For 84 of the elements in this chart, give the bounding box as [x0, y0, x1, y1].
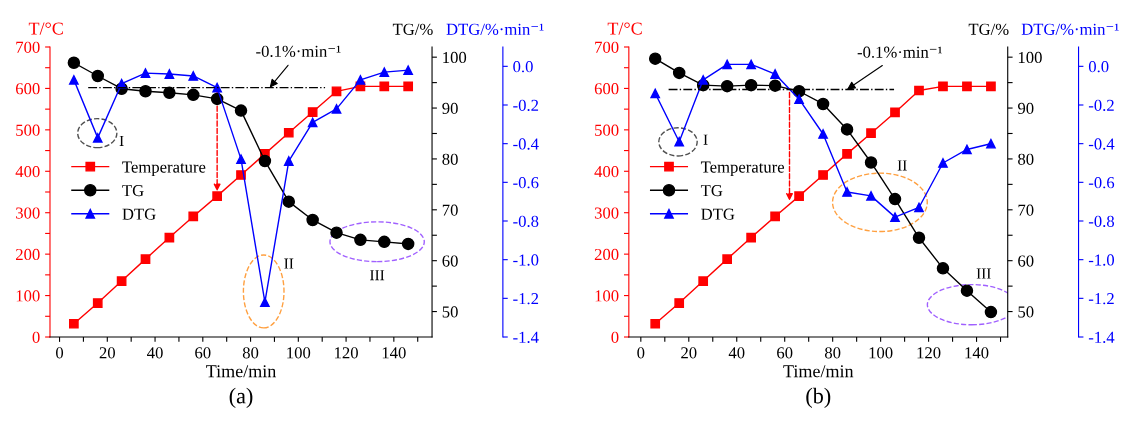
text: (a)	[229, 387, 253, 408]
y2-axis-title: TG/%	[968, 23, 1009, 35]
x-tick-label: 100	[869, 347, 893, 359]
legend-label: TG	[700, 185, 723, 197]
y2-tick-label: 60	[1018, 255, 1034, 267]
y-tick-label: 100	[595, 290, 619, 302]
legend-label: Temperature	[700, 161, 785, 177]
legend-label: DTG	[701, 208, 735, 220]
y-tick-label: 600	[594, 83, 619, 95]
y2-axis-title: TG/%	[392, 23, 433, 35]
y3-axis-title: DTG/%·min⁻¹	[1021, 23, 1119, 35]
x-tick-label: 0	[637, 347, 645, 359]
y3-axis-title: DTG/%·min⁻¹	[446, 23, 544, 35]
y-tick-label: 0	[611, 331, 619, 343]
y2-tick-label: 90	[1017, 102, 1034, 114]
annotation: III	[370, 270, 385, 281]
x-tick-label: 80	[242, 347, 259, 359]
y3-tick-label: -0.2	[513, 99, 539, 112]
y3-tick-label: -0.6	[1088, 177, 1115, 189]
y2-tick-label: 50	[442, 306, 458, 318]
y-tick-label: 100	[16, 290, 40, 302]
x-tick-label: 20	[681, 347, 697, 359]
y-tick-label: 200	[16, 248, 40, 261]
x-axis-title: Time/min	[206, 365, 277, 378]
y3-tick-label: -1.4	[1088, 331, 1115, 344]
y3-tick-label: -0.6	[513, 177, 539, 189]
x-tick-label: 120	[917, 347, 941, 359]
y-tick-label: 600	[15, 83, 40, 95]
y3-tick-label: 0.0	[1088, 61, 1109, 73]
legend-label: Temperature	[122, 161, 206, 177]
x-tick-label: 80	[824, 347, 841, 359]
y-tick-label: 400	[594, 165, 619, 178]
x-tick-label: 0	[56, 347, 64, 359]
x-tick-label: 60	[777, 347, 793, 359]
x-tick-label: 40	[147, 347, 163, 359]
x-tick-label: 140	[382, 347, 406, 359]
y2-tick-label: 50	[1018, 306, 1034, 318]
y-axis-title: T/°C	[28, 22, 63, 35]
y-tick-label: 200	[594, 248, 619, 261]
annotation: I	[119, 135, 124, 146]
y2-tick-label: 100	[1018, 51, 1042, 64]
annotation: I	[703, 134, 708, 145]
text: (b)	[806, 387, 831, 408]
y-tick-label: 500	[595, 124, 619, 136]
x-tick-label: 60	[195, 347, 211, 359]
y3-tick-label: -0.8	[513, 215, 539, 228]
y-tick-label: 300	[16, 207, 40, 219]
y2-tick-label: 60	[442, 255, 458, 267]
y3-tick-label: -0.4	[1088, 138, 1115, 150]
y-tick-label: 700	[595, 41, 619, 53]
x-tick-label: 120	[335, 347, 358, 359]
y-tick-label: 0	[32, 331, 40, 343]
y3-tick-label: -1.2	[513, 293, 539, 305]
y-tick-label: 500	[16, 124, 40, 136]
y3-tick-label: -1.0	[513, 254, 539, 266]
y3-tick-label: -1.4	[513, 331, 539, 344]
y3-tick-label: 0.0	[513, 61, 533, 73]
ref-line-label: -0.1%·min⁻¹	[857, 46, 942, 58]
x-tick-label: 140	[965, 347, 989, 359]
x-axis-title: Time/min	[783, 365, 854, 378]
y2-tick-label: 70	[1018, 204, 1034, 216]
y-tick-label: 400	[15, 165, 40, 178]
legend-label: TG	[122, 185, 144, 197]
legend-label: DTG	[122, 208, 156, 220]
y3-tick-label: -0.8	[1088, 215, 1115, 228]
ref-line-label: -0.1%·min⁻¹	[256, 45, 341, 58]
annotation: III	[976, 268, 991, 279]
y3-tick-label: -1.0	[1088, 254, 1115, 266]
y2-tick-label: 90	[442, 102, 458, 114]
y2-tick-label: 70	[442, 204, 458, 216]
y3-tick-label: -1.2	[1088, 293, 1114, 305]
annotation: II	[284, 258, 294, 269]
annotation: II	[897, 160, 907, 171]
y2-tick-label: 100	[443, 51, 467, 64]
y2-tick-label: 80	[442, 153, 458, 165]
y-tick-label: 300	[594, 207, 619, 219]
y2-tick-label: 80	[1018, 153, 1034, 165]
y-tick-label: 700	[16, 41, 40, 53]
y-axis-title: T/°C	[607, 22, 642, 35]
x-tick-label: 100	[287, 347, 311, 359]
y3-tick-label: -0.4	[513, 138, 539, 150]
x-tick-label: 40	[728, 347, 745, 359]
x-tick-label: 20	[99, 347, 115, 359]
y3-tick-label: -0.2	[1088, 99, 1114, 112]
